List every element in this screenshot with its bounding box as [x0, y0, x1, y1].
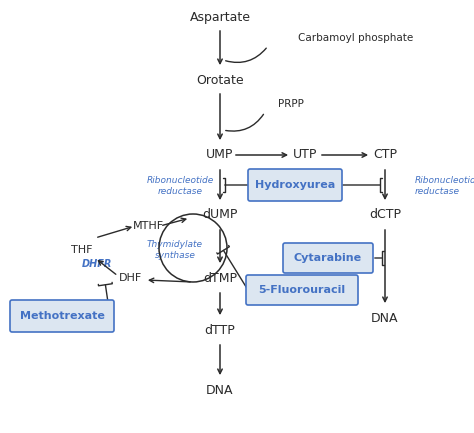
- Text: dTTP: dTTP: [205, 323, 236, 336]
- Text: CTP: CTP: [373, 149, 397, 162]
- Text: DNA: DNA: [206, 384, 234, 397]
- Text: MTHF: MTHF: [132, 221, 164, 231]
- Text: 5-Fluorouracil: 5-Fluorouracil: [258, 285, 346, 295]
- Text: Thymidylate
synthase: Thymidylate synthase: [147, 240, 203, 260]
- Text: Ribonucleotide
reductase: Ribonucleotide reductase: [415, 176, 474, 196]
- Text: Cytarabine: Cytarabine: [294, 253, 362, 263]
- Text: dTMP: dTMP: [203, 271, 237, 284]
- Text: DNA: DNA: [371, 311, 399, 324]
- FancyBboxPatch shape: [248, 169, 342, 201]
- FancyBboxPatch shape: [283, 243, 373, 273]
- Text: DHF: DHF: [119, 273, 143, 283]
- Text: UTP: UTP: [293, 149, 317, 162]
- Text: THF: THF: [71, 245, 93, 255]
- Text: Orotate: Orotate: [196, 74, 244, 87]
- Text: PRPP: PRPP: [278, 99, 304, 109]
- Text: Ribonucleotide
reductase: Ribonucleotide reductase: [146, 176, 214, 196]
- Text: dCTP: dCTP: [369, 209, 401, 222]
- FancyBboxPatch shape: [10, 300, 114, 332]
- FancyBboxPatch shape: [246, 275, 358, 305]
- Text: Methotrexate: Methotrexate: [19, 311, 104, 321]
- Text: UMP: UMP: [206, 149, 234, 162]
- Text: DHFR: DHFR: [82, 259, 112, 269]
- Text: Carbamoyl phosphate: Carbamoyl phosphate: [298, 33, 413, 43]
- Text: dUMP: dUMP: [202, 209, 237, 222]
- Text: Aspartate: Aspartate: [190, 12, 250, 25]
- Text: Hydroxyurea: Hydroxyurea: [255, 180, 335, 190]
